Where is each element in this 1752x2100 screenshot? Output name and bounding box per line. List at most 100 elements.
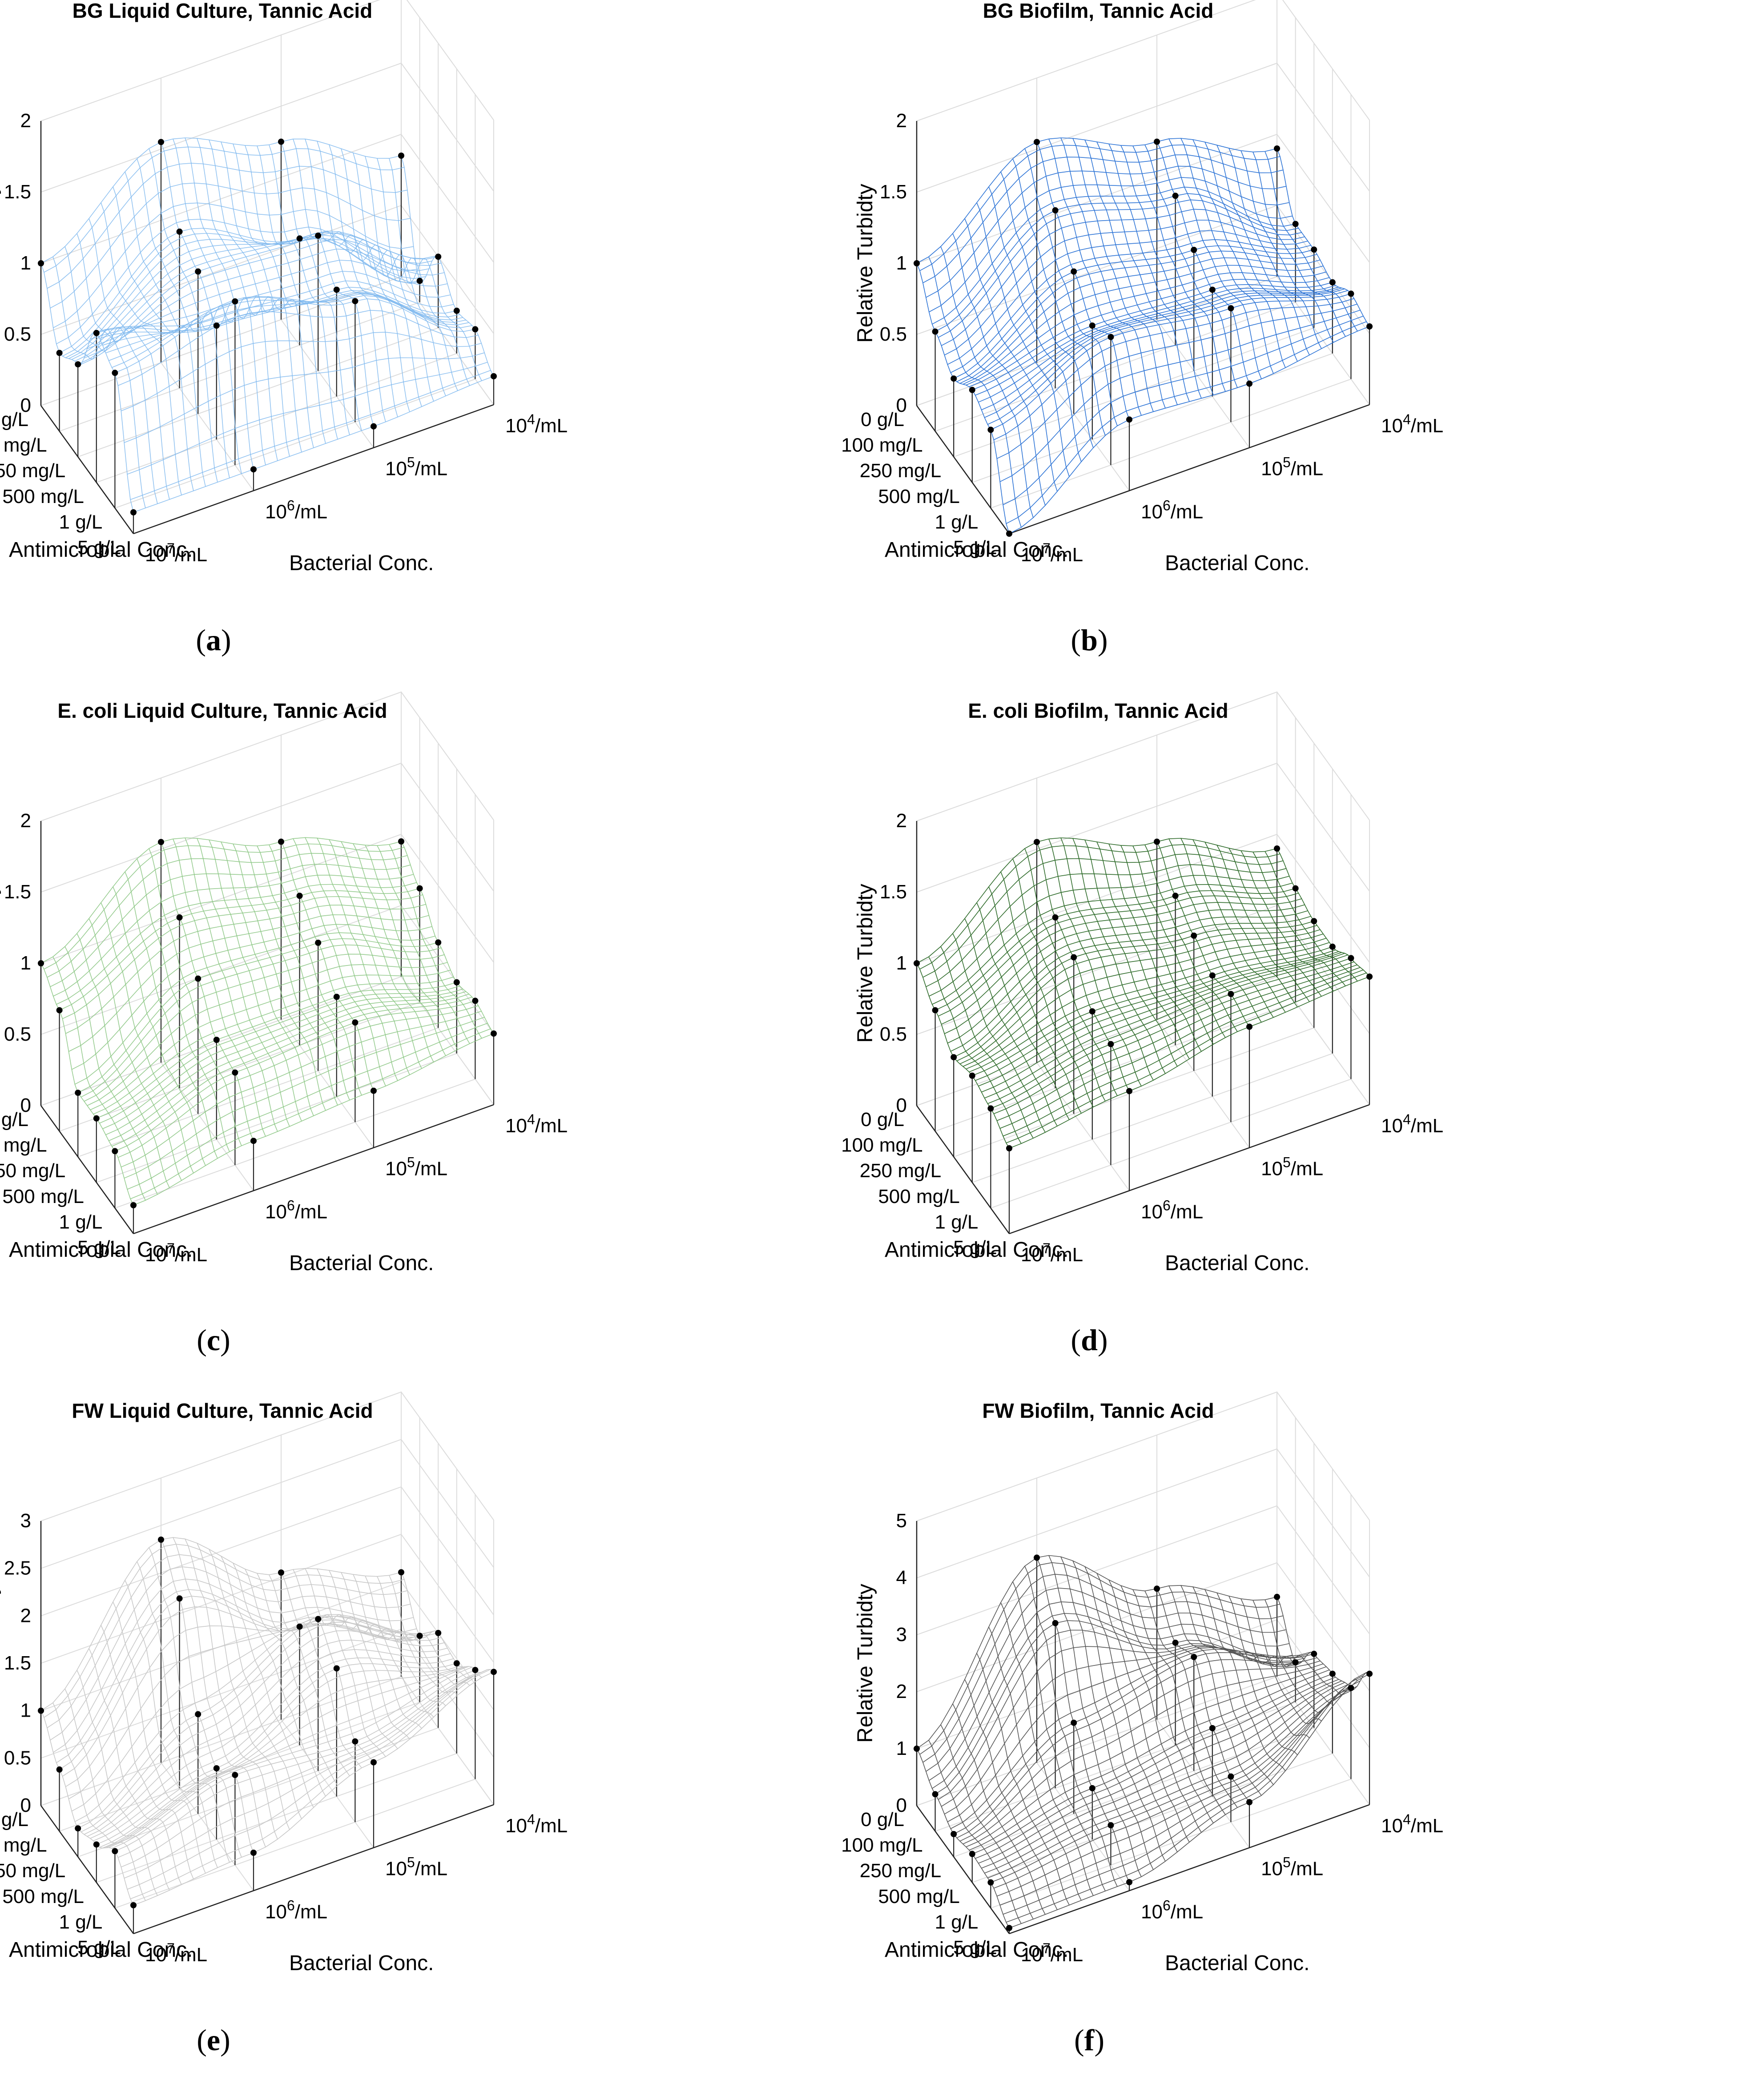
tick-base: 10: [145, 1244, 167, 1266]
mesh-line-v: [377, 845, 470, 1044]
mesh-line-u: [84, 1630, 445, 1835]
mesh-line-v: [125, 1580, 218, 1868]
mesh-line-v: [1156, 141, 1250, 384]
floor-gridline: [115, 378, 475, 509]
mesh-line-v: [281, 841, 374, 1091]
tick-unit: /mL: [1411, 1815, 1443, 1837]
caption-paren: (: [1074, 2023, 1084, 2057]
antimicrobial-tick-label: 5 g/L: [953, 537, 997, 559]
caption-letter: e: [207, 2023, 220, 2057]
data-point-marker: [1191, 1653, 1197, 1660]
antimicrobial-axis-line: [40, 405, 134, 534]
floor-gridline: [281, 1719, 374, 1848]
mesh-line-v: [185, 837, 278, 1132]
caption-paren: (: [1071, 1323, 1081, 1357]
floor-gridline: [1277, 976, 1370, 1105]
tick-unit: /mL: [1171, 501, 1203, 523]
bacterial-axis-line: [1009, 1804, 1370, 1935]
mesh-line-v: [1012, 158, 1106, 436]
data-point-marker: [176, 914, 183, 921]
antimicrobial-tick-label: 1 g/L: [935, 1211, 979, 1233]
mesh-line-v: [1192, 839, 1286, 1013]
data-point-marker: [130, 1202, 137, 1208]
data-point-marker: [93, 330, 100, 336]
antimicrobial-tick-label: 500 mg/L: [2, 1886, 84, 1907]
antimicrobial-tick-label: 1 g/L: [59, 1211, 103, 1233]
antimicrobial-tick-label: 5 g/L: [77, 1937, 121, 1959]
bacterial-axis-label: Bacterial Conc.: [1165, 551, 1309, 575]
floor-gridline: [935, 1702, 1296, 1832]
data-point-marker: [1228, 1773, 1234, 1780]
antimicrobial-axis-label: Antimicrobial Conc.: [9, 538, 193, 562]
gridlines: [916, 1391, 1370, 1934]
gridlines: [916, 691, 1370, 1234]
mesh-line-v: [1265, 1599, 1358, 1696]
panel-caption: (e): [197, 2023, 230, 2057]
data-point-marker: [398, 1569, 404, 1576]
data-point-marker: [951, 375, 957, 382]
bacterial-tick-label: 105/mL: [1261, 1855, 1323, 1880]
z-gridline: [40, 762, 494, 893]
data-point-marker: [278, 1569, 284, 1576]
z-tick-label: 0: [20, 1094, 31, 1116]
bacterial-axis-label: Bacterial Conc.: [289, 1251, 434, 1275]
antimicrobial-tick-label: 500 mg/L: [2, 486, 84, 507]
antimicrobial-tick-label: 1 g/L: [935, 511, 979, 533]
mesh-line-v: [77, 933, 170, 1188]
mesh-line-v: [161, 142, 254, 470]
mesh-line-v: [197, 138, 290, 457]
mesh-line-v: [305, 1568, 398, 1749]
mesh-line-v: [353, 843, 446, 1056]
floor-gridline: [96, 1053, 457, 1183]
z-tick-label: 1.5: [4, 181, 31, 203]
data-point-marker: [1006, 1925, 1012, 1931]
antimicrobial-axis-label: Antimicrobial Conc.: [9, 1238, 193, 1262]
mesh-line-v: [125, 172, 218, 483]
mesh-line-v: [89, 918, 182, 1181]
surface-mesh: [40, 1537, 494, 1906]
data-point-marker: [1246, 1799, 1253, 1806]
mesh-line-v: [1048, 839, 1142, 1086]
mesh-line-u: [96, 982, 457, 1119]
mesh-line-v: [113, 886, 206, 1166]
floor-gridline: [1156, 319, 1250, 448]
mesh-line-v: [1204, 842, 1298, 1007]
mesh-line-u: [102, 989, 463, 1129]
mesh-line-v: [1036, 842, 1130, 1091]
data-point-marker: [932, 1007, 938, 1014]
floor-gridline: [935, 302, 1296, 432]
chart-e-svg: 0 0.5 1 1.5 2 2.5 3 0 g/L 100 mg/L 250 mg/L 500 mg…: [0, 1391, 568, 2057]
tick-exponent: 7: [167, 1940, 175, 1956]
data-point-marker: [112, 370, 118, 376]
mesh-line-v: [233, 144, 326, 444]
z-axis-label: Relative Turbidty: [854, 184, 877, 343]
data-point-marker: [75, 1090, 81, 1096]
antimicrobial-tick-label: 5 g/L: [953, 1237, 997, 1259]
antimicrobial-tick-label: 0 g/L: [861, 1809, 904, 1830]
mesh-line-v: [365, 156, 458, 391]
data-point-marker: [232, 1772, 238, 1778]
mesh-line-v: [245, 145, 338, 439]
data-point-marker: [112, 1848, 118, 1855]
mesh-line-u: [929, 875, 1289, 997]
data-point-marker: [315, 232, 322, 239]
tick-labels: 0 0.5 1 1.5 2 0 g/L 100 mg/L 250 mg/L 500 mg/L 1 …: [0, 110, 568, 566]
mesh-line-v: [940, 246, 1034, 518]
mesh-line-v: [988, 186, 1082, 462]
mesh-line-v: [1265, 151, 1358, 332]
mesh-line-v: [197, 838, 290, 1127]
data-point-marker: [416, 278, 423, 284]
z-tick-label: 0.5: [880, 323, 907, 345]
tick-base: 10: [1381, 415, 1403, 437]
mesh-line-v: [293, 1569, 386, 1757]
data-point-marker: [472, 1667, 479, 1674]
z-gridline: [916, 133, 1370, 264]
tick-unit: /mL: [415, 1858, 447, 1880]
mesh-line-v: [1192, 139, 1286, 368]
mesh-line-u: [932, 1613, 1293, 1789]
z-tick-label: 2: [896, 1681, 907, 1702]
mesh-line-v: [1120, 845, 1214, 1045]
bacterial-tick-label: 106/mL: [265, 1197, 327, 1223]
data-point-marker: [398, 838, 404, 845]
antimicrobial-tick-label: 0 g/L: [0, 1809, 28, 1830]
